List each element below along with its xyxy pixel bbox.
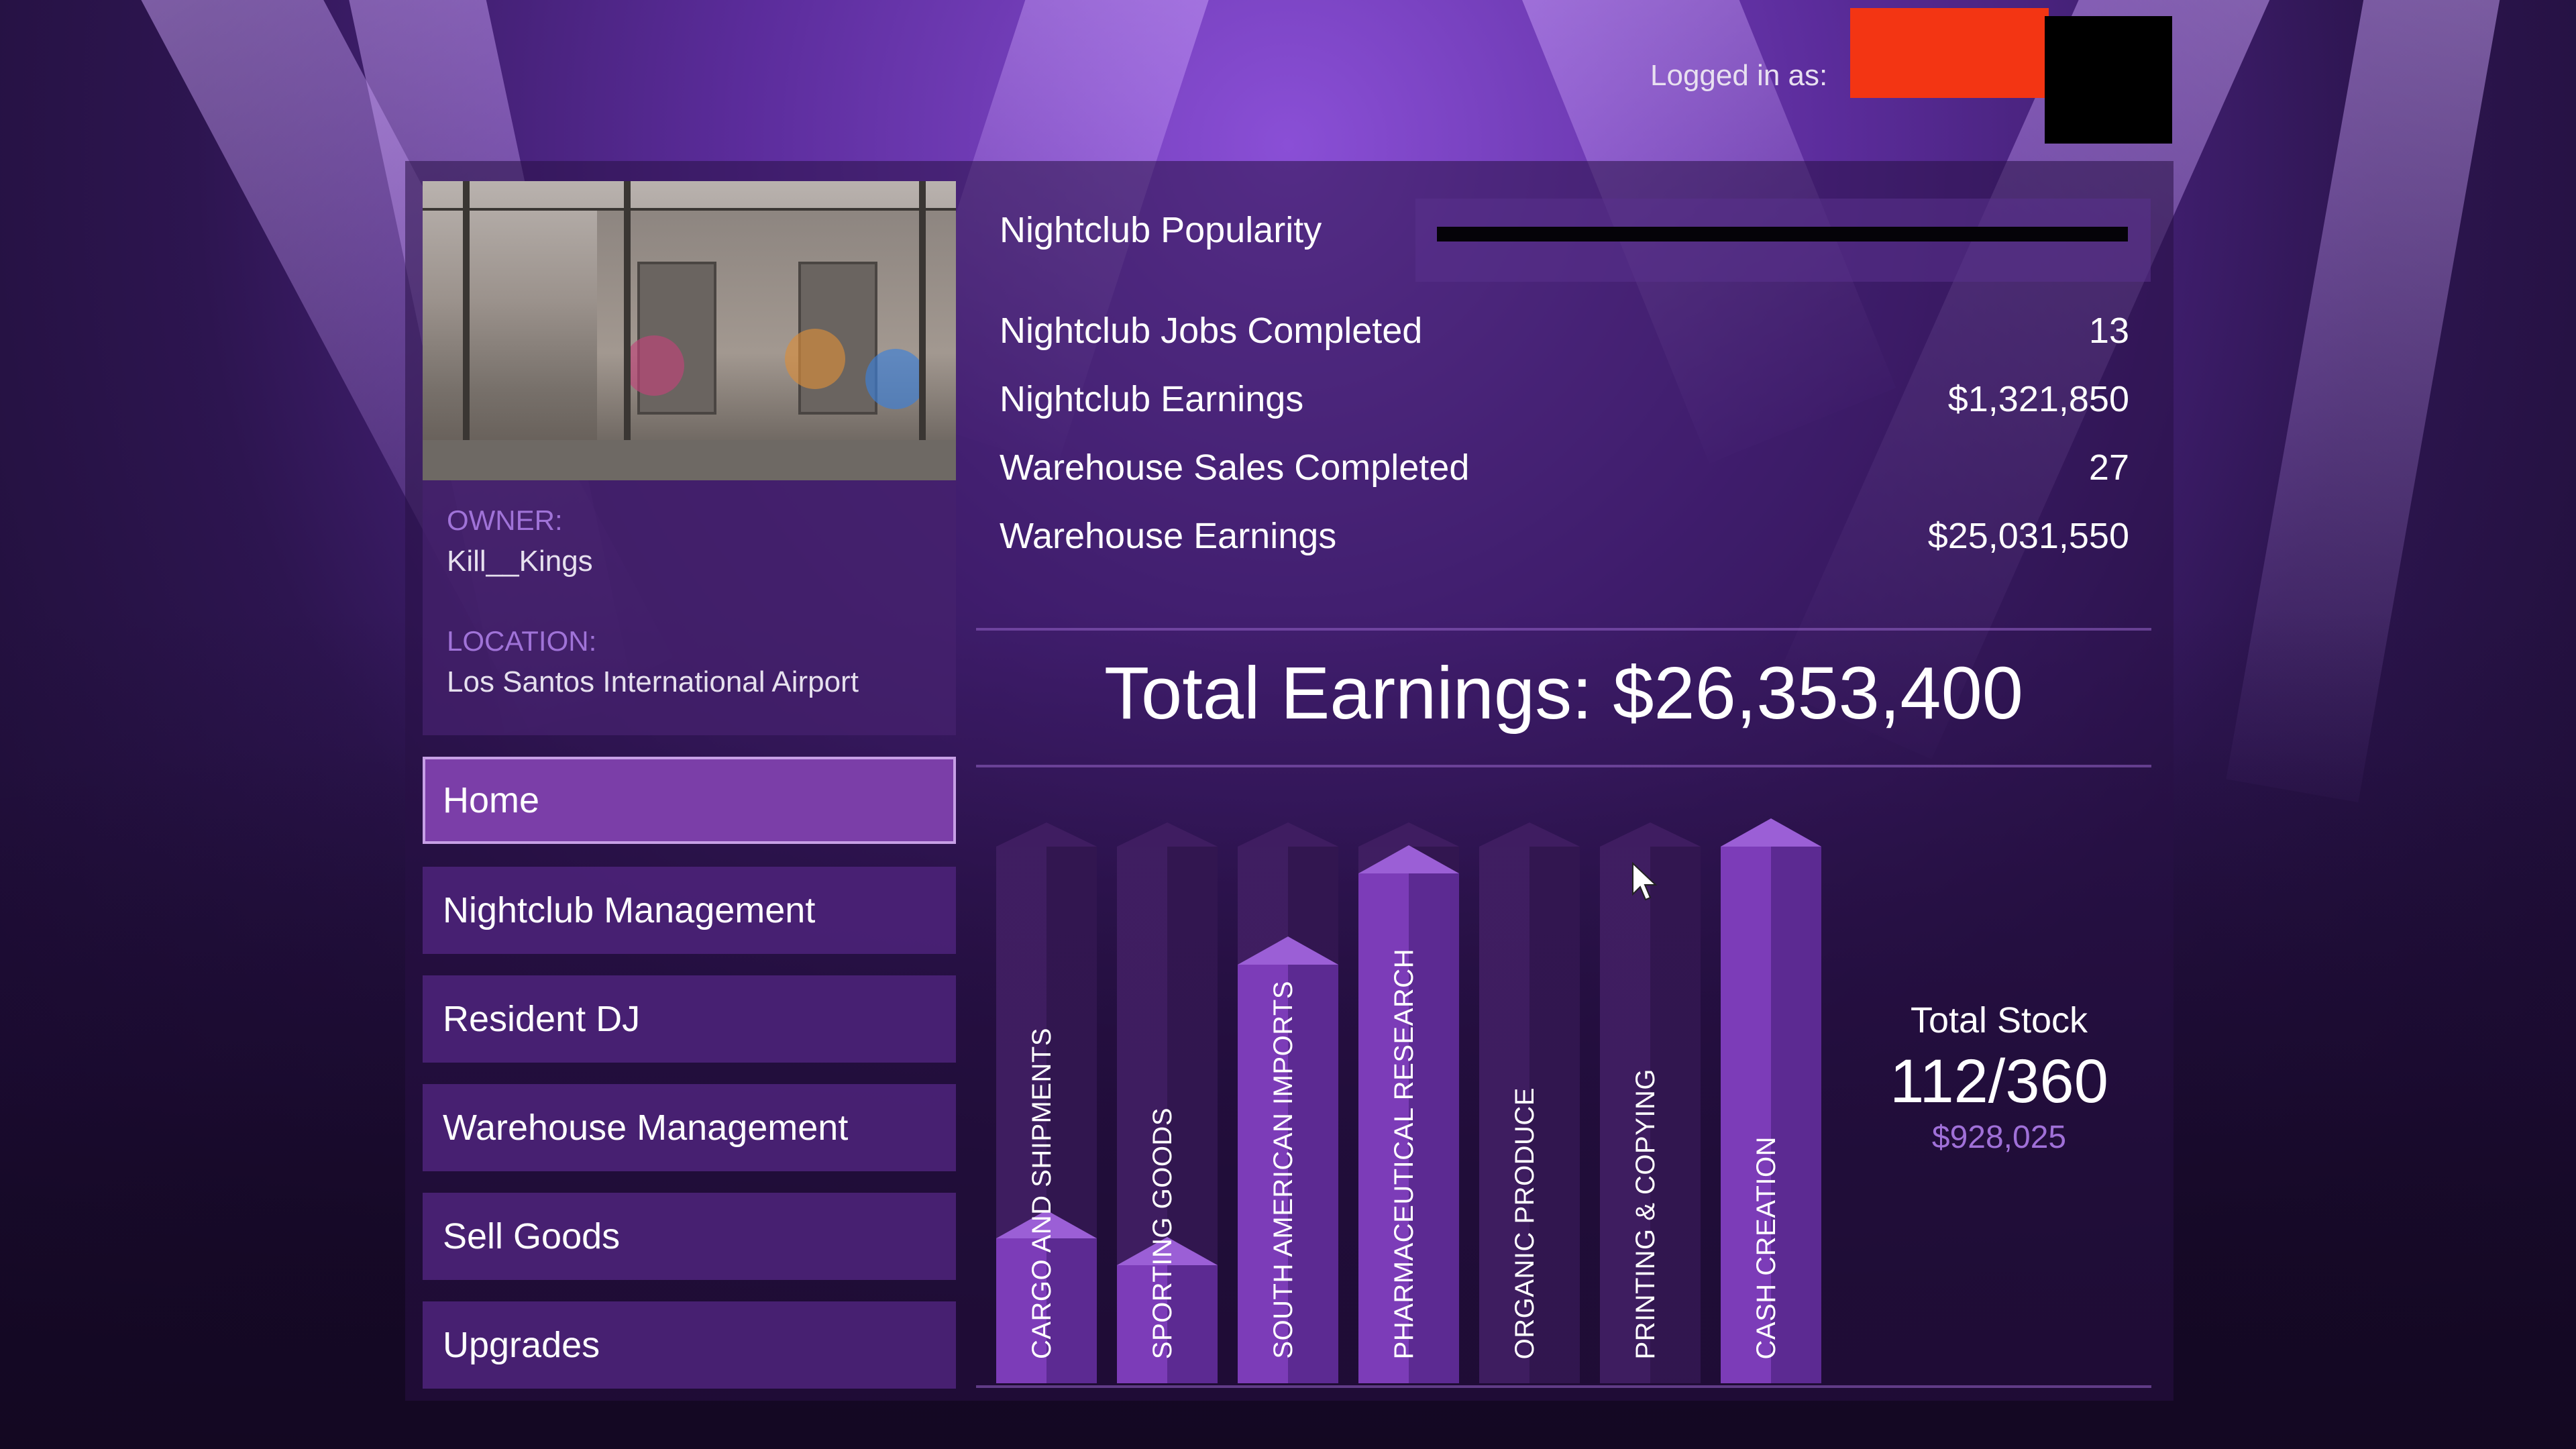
graffiti xyxy=(624,335,684,396)
stock-bar-fill xyxy=(996,1210,1097,1383)
stock-bar-label: SPORTING GOODS xyxy=(1148,1107,1177,1359)
stock-bar: CASH CREATION xyxy=(1721,818,1821,1383)
avatar-redaction xyxy=(2045,16,2172,144)
stat-row: Warehouse Sales Completed 27 xyxy=(1000,447,2129,494)
total-stock-value: 112/360 xyxy=(1890,1047,2108,1116)
stock-bar-label: PHARMACEUTICAL RESEARCH xyxy=(1389,948,1419,1359)
property-info: OWNER: Kill__Kings LOCATION: Los Santos … xyxy=(423,480,956,735)
fence-wire xyxy=(423,208,956,211)
stat-value: 13 xyxy=(2088,311,2129,351)
stat-value: $1,321,850 xyxy=(1947,379,2129,419)
logged-in-label: Logged in as: xyxy=(1650,59,1828,92)
location-value: Los Santos International Airport xyxy=(447,665,859,698)
ground xyxy=(423,440,956,480)
stock-bar: CARGO AND SHIPMENTS xyxy=(996,822,1097,1383)
location-label: LOCATION: xyxy=(447,625,597,657)
nav-home[interactable]: Home xyxy=(423,757,956,844)
stock-bar-label: CARGO AND SHIPMENTS xyxy=(1027,1027,1057,1359)
stock-bar-label: ORGANIC PRODUCE xyxy=(1510,1087,1540,1359)
stock-bar-label: SOUTH AMERICAN IMPORTS xyxy=(1269,981,1298,1359)
graffiti xyxy=(785,329,845,389)
nav-upgrades[interactable]: Upgrades xyxy=(423,1301,956,1389)
stock-bar: PHARMACEUTICAL RESEARCH xyxy=(1358,822,1459,1383)
graffiti xyxy=(865,349,926,409)
owner-label: OWNER: xyxy=(447,504,563,536)
stock-bar-background xyxy=(1479,822,1580,1383)
stock-bar-label: CASH CREATION xyxy=(1752,1136,1781,1359)
stat-row: Warehouse Earnings $25,031,550 xyxy=(1000,515,2129,562)
fence-post xyxy=(463,181,470,480)
stat-label: Warehouse Earnings xyxy=(1000,516,1337,556)
stat-label: Warehouse Sales Completed xyxy=(1000,447,1470,488)
popularity-bar xyxy=(1437,227,2128,241)
fence-post xyxy=(919,181,926,480)
stat-row: Nightclub Jobs Completed 13 xyxy=(1000,310,2129,357)
nav-warehouse-management[interactable]: Warehouse Management xyxy=(423,1084,956,1171)
stock-bar: PRINTING & COPYING xyxy=(1600,822,1701,1383)
stock-bar-fill xyxy=(1721,818,1821,1383)
fence-post xyxy=(624,181,631,480)
total-stock-money: $928,025 xyxy=(1931,1120,2067,1155)
stock-bar-fill xyxy=(1358,845,1459,1383)
nav-sell-goods[interactable]: Sell Goods xyxy=(423,1193,956,1280)
divider xyxy=(976,1385,2151,1388)
stat-value: $25,031,550 xyxy=(1927,516,2129,556)
nav-resident-dj[interactable]: Resident DJ xyxy=(423,975,956,1063)
stock-bar: SPORTING GOODS xyxy=(1117,822,1218,1383)
stock-bar: ORGANIC PRODUCE xyxy=(1479,822,1580,1383)
nav-nightclub-management[interactable]: Nightclub Management xyxy=(423,867,956,954)
divider xyxy=(976,628,2151,631)
stat-value: 27 xyxy=(2088,447,2129,488)
total-earnings: Total Earnings: $26,353,400 xyxy=(1104,652,2023,735)
stat-label: Nightclub Jobs Completed xyxy=(1000,311,1423,351)
property-photo xyxy=(423,181,956,480)
total-stock-title: Total Stock xyxy=(1910,1000,2088,1040)
stock-bar-label: PRINTING & COPYING xyxy=(1631,1068,1660,1360)
stat-row: Nightclub Earnings $1,321,850 xyxy=(1000,378,2129,425)
owner-value: Kill__Kings xyxy=(447,545,593,578)
stock-bar: SOUTH AMERICAN IMPORTS xyxy=(1238,822,1338,1383)
divider xyxy=(976,765,2151,767)
stat-label: Nightclub Earnings xyxy=(1000,379,1304,419)
stock-bar-fill xyxy=(1117,1237,1218,1383)
popularity-label: Nightclub Popularity xyxy=(1000,210,1322,250)
mouse-cursor-icon xyxy=(1632,862,1658,901)
stock-bar-fill xyxy=(1238,936,1338,1383)
stock-bar-background xyxy=(1600,822,1701,1383)
username-redaction xyxy=(1850,8,2049,98)
